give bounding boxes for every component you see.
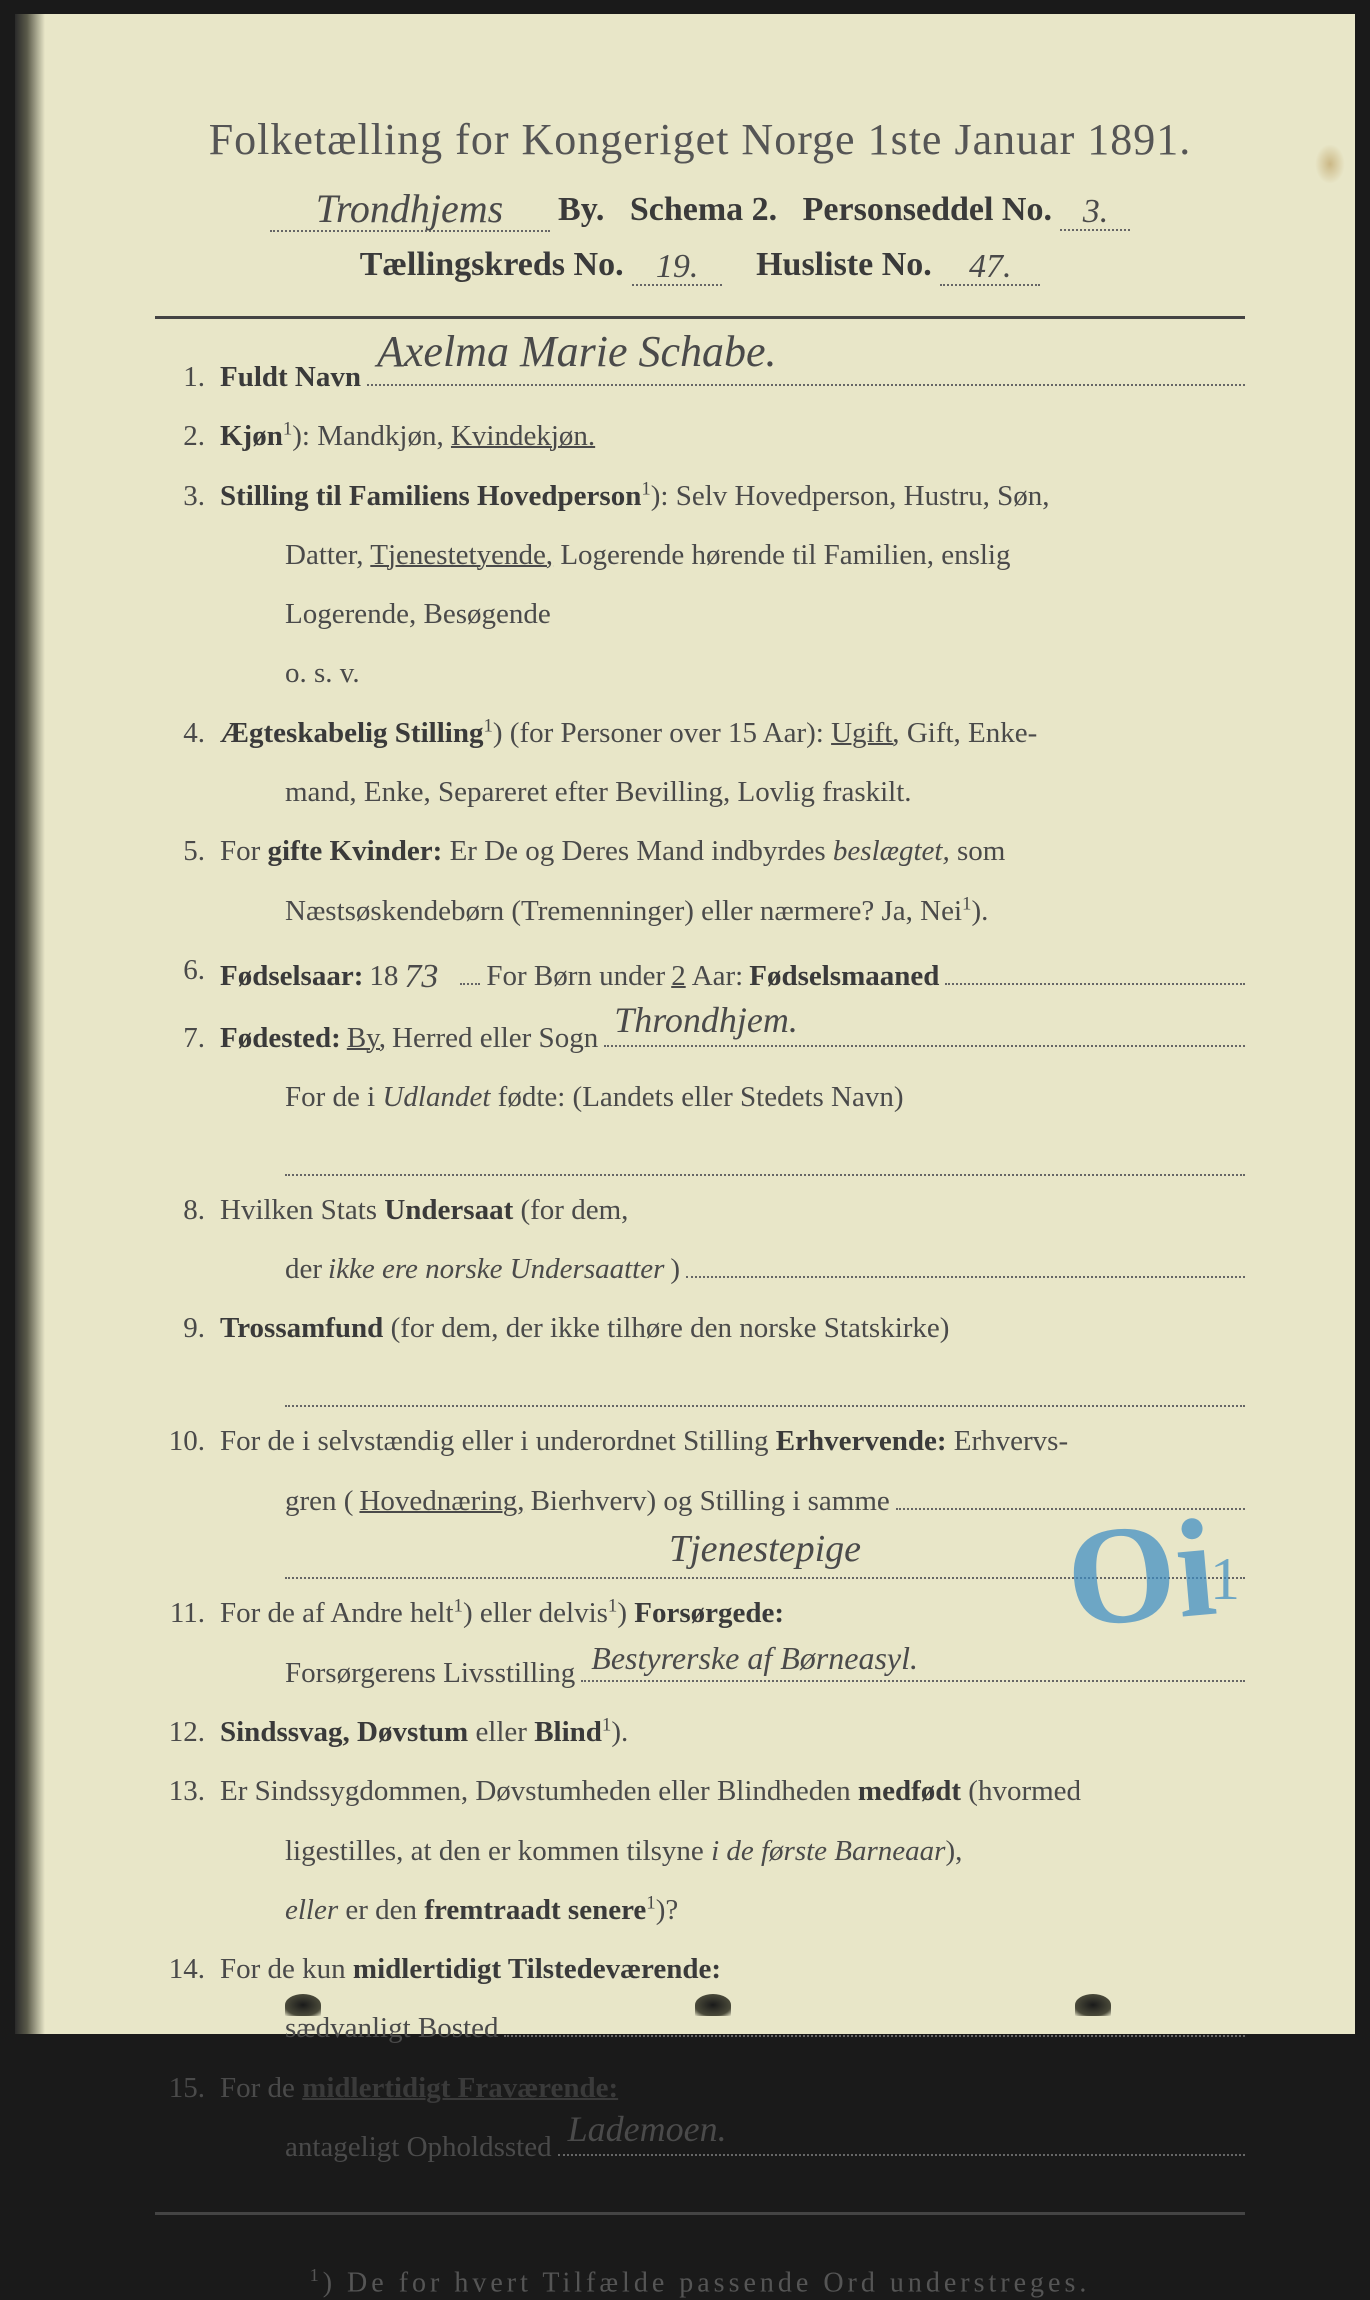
item-4-line2: mand, Enke, Separeret efter Bevilling, L… <box>155 768 1245 817</box>
item-13: 13. Er Sindssygdommen, Døvstumheden elle… <box>155 1767 1245 1816</box>
item-7-label: Fødested: <box>220 1014 341 1063</box>
item-number: 13. <box>155 1767 205 1816</box>
footer-divider <box>155 2212 1245 2215</box>
item-3-line4: o. s. v. <box>155 649 1245 698</box>
item-4-selected: Ugift, <box>831 717 899 749</box>
kreds-no: 19. <box>656 248 699 286</box>
item-7-value: Throndhjem. <box>614 990 798 1051</box>
item-number: 14. <box>155 1945 205 1994</box>
item-3-label: Stilling til Familiens Hovedperson <box>220 480 641 512</box>
husliste-label: Husliste No. <box>756 246 932 283</box>
header-line-kreds: Tællingskreds No. 19. Husliste No. 47. <box>155 246 1245 286</box>
item-3-selected: Tjenestetyende, <box>370 539 553 571</box>
husliste-no: 47. <box>969 248 1012 286</box>
item-2-label: Kjøn <box>220 420 283 452</box>
punch-hole <box>285 1994 321 2016</box>
item-number: 1. <box>155 353 205 402</box>
item-3-line2: Datter, Tjenestetyende, Logerende hørend… <box>155 531 1245 580</box>
item-5-line2: Næstsøskendebørn (Tremenninger) eller næ… <box>155 887 1245 936</box>
item-7-blank <box>155 1132 1245 1176</box>
item-9: 9. Trossamfund (for dem, der ikke tilhør… <box>155 1304 1245 1353</box>
item-number: 6. <box>155 946 205 995</box>
kreds-label: Tællingskreds No. <box>360 246 624 283</box>
footnote: 1) De for hvert Tilfælde passende Ord un… <box>155 2265 1245 2299</box>
header-line-city: Trondhjems By. Schema 2. Personseddel No… <box>155 183 1245 232</box>
item-3: 3. Stilling til Familiens Hovedperson1):… <box>155 472 1245 521</box>
item-10-value: Tjenestepige <box>669 1517 861 1582</box>
item-13-line3: eller er den fremtraadt senere1)? <box>155 1886 1245 1935</box>
item-7-line2: For de i Udlandet fødte: (Landets eller … <box>155 1073 1245 1122</box>
item-number: 5. <box>155 827 205 876</box>
item-15-line2: antageligt Opholdssted Lademoen. <box>155 2123 1245 2172</box>
item-5: 5. For gifte Kvinder: Er De og Deres Man… <box>155 827 1245 876</box>
item-13-line2: ligestilles, at den er kommen tilsyne i … <box>155 1827 1245 1876</box>
item-number: 4. <box>155 709 205 758</box>
city-handwritten: Trondhjems <box>316 185 503 232</box>
form-title: Folketælling for Kongeriget Norge 1ste J… <box>155 114 1245 165</box>
item-8-line2: der ikke ere norske Undersaatter) <box>155 1245 1245 1294</box>
item-number: 7. <box>155 1014 205 1063</box>
item-3-line3: Logerende, Besøgende <box>155 590 1245 639</box>
item-15-value: Lademoen. <box>568 2099 727 2160</box>
schema-label: Schema 2. <box>630 191 777 228</box>
item-11-value: Bestyrerske af Børneasyl. <box>591 1631 918 1685</box>
blue-stamp-mark: Oi <box>1060 1487 1221 1660</box>
item-1-value: Axelma Marie Schabe. <box>377 315 777 390</box>
item-6-year: 73 <box>404 948 454 1006</box>
personseddel-no: 3. <box>1083 193 1109 231</box>
item-number: 15. <box>155 2064 205 2113</box>
blue-stamp-sub: 1 <box>1210 1545 1240 1614</box>
item-4-label: Ægteskabelig Stilling <box>220 717 483 749</box>
punch-hole <box>1075 1994 1111 2016</box>
item-number: 3. <box>155 472 205 521</box>
personseddel-label: Personseddel No. <box>803 191 1052 228</box>
city-label: By. <box>558 191 604 228</box>
item-2-selected: Kvindekjøn. <box>451 420 595 452</box>
item-4: 4. Ægteskabelig Stilling1) (for Personer… <box>155 709 1245 758</box>
census-form-page: Folketælling for Kongeriget Norge 1ste J… <box>15 14 1355 2034</box>
item-9-blank <box>155 1364 1245 1408</box>
item-1: 1. Fuldt Navn Axelma Marie Schabe. <box>155 353 1245 402</box>
item-2: 2. Kjøn1): Mandkjøn, Kvindekjøn. <box>155 412 1245 461</box>
paper-stain <box>1315 144 1345 184</box>
item-number: 2. <box>155 412 205 461</box>
item-10: 10. For de i selvstændig eller i underor… <box>155 1417 1245 1466</box>
item-number: 12. <box>155 1708 205 1757</box>
item-number: 11. <box>155 1589 205 1638</box>
punch-hole <box>695 1994 731 2016</box>
item-12: 12. Sindssvag, Døvstum eller Blind1). <box>155 1708 1245 1757</box>
item-number: 9. <box>155 1304 205 1353</box>
item-14: 14. For de kun midlertidigt Tilstedevære… <box>155 1945 1245 1994</box>
item-number: 10. <box>155 1417 205 1466</box>
item-number: 8. <box>155 1186 205 1235</box>
item-8: 8. Hvilken Stats Undersaat (for dem, <box>155 1186 1245 1235</box>
item-1-label: Fuldt Navn <box>220 353 361 402</box>
item-6-label: Fødselsaar: <box>220 952 363 1001</box>
item-7: 7. Fødested: By, Herred eller Sogn Thron… <box>155 1014 1245 1063</box>
